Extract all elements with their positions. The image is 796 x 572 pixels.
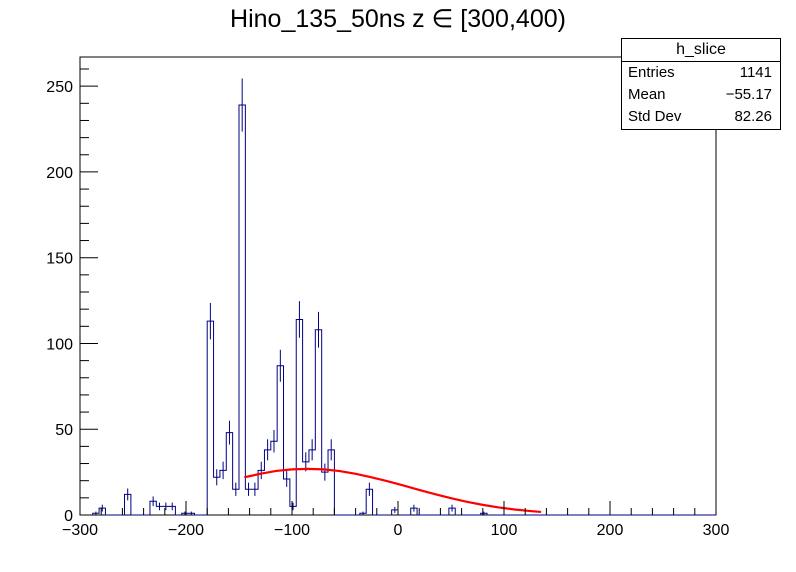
- y-tick-label: 200: [46, 165, 73, 182]
- stats-value: 82.26: [734, 108, 772, 125]
- chart-title: Hino_135_50ns z ∈ [300,400): [230, 5, 566, 33]
- y-tick-label: 150: [46, 251, 73, 268]
- x-tick-label: −100: [274, 522, 310, 539]
- stats-box: h_slice Entries 1141 Mean −55.17 Std Dev…: [621, 38, 781, 130]
- stats-row-entries: Entries 1141: [622, 62, 780, 84]
- y-tick-label: 0: [64, 508, 73, 525]
- x-tick-label: 200: [597, 522, 624, 539]
- stats-row-mean: Mean −55.17: [622, 84, 780, 106]
- stats-value: −55.17: [725, 86, 772, 103]
- x-tick-label: −300: [62, 522, 98, 539]
- stats-value: 1141: [739, 64, 772, 81]
- y-tick-label: 250: [46, 79, 73, 96]
- stats-label: Mean: [628, 86, 666, 103]
- stats-label: Entries: [628, 64, 675, 81]
- stats-label: Std Dev: [628, 108, 682, 125]
- x-tick-label: 100: [491, 522, 518, 539]
- y-tick-label: 50: [55, 422, 73, 439]
- x-tick-label: −200: [168, 522, 204, 539]
- x-tick-label: 0: [394, 522, 403, 539]
- fit-curve: [244, 467, 542, 514]
- x-tick-label: 300: [703, 522, 730, 539]
- histogram-steps: [80, 104, 716, 516]
- stats-box-name: h_slice: [622, 39, 780, 62]
- y-tick-label: 100: [46, 336, 73, 353]
- stats-row-stddev: Std Dev 82.26: [622, 106, 780, 128]
